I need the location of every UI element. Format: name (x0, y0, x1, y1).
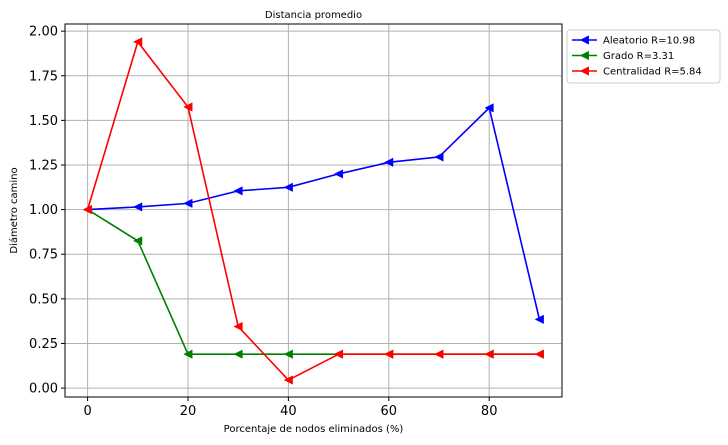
y-tick-label: 0.00 (29, 382, 58, 397)
data-point (283, 375, 293, 385)
x-tick-label: 80 (481, 404, 498, 419)
legend-marker (579, 50, 589, 61)
plot-background (65, 24, 562, 397)
series-layer (82, 37, 544, 385)
data-point (534, 314, 544, 324)
data-point (434, 152, 444, 162)
x-axis-label: Porcentaje de nodos eliminados (%) (224, 424, 404, 435)
data-point (233, 321, 243, 332)
grid (65, 24, 562, 397)
data-point (133, 202, 143, 212)
y-tick-label: 1.50 (29, 114, 58, 129)
x-axis-ticks: 0 20 40 60 80 (83, 397, 497, 419)
data-point (333, 349, 344, 359)
y-axis-label: Diámetro camino (8, 167, 20, 253)
legend-marker (579, 66, 589, 76)
data-point (183, 349, 193, 359)
data-point (484, 349, 494, 359)
series-0 (82, 103, 544, 324)
data-point (434, 349, 444, 359)
legend-marker (579, 35, 589, 45)
y-tick-label: 0.75 (29, 248, 58, 263)
data-point (82, 205, 93, 215)
y-tick-label: 0.25 (29, 337, 58, 352)
data-point (133, 236, 143, 246)
data-point (534, 349, 544, 359)
chart-title: Distancia promedio (265, 10, 362, 21)
legend-item: Grado R=3.31 (572, 50, 674, 62)
series-line (86, 41, 540, 381)
data-point (384, 349, 394, 359)
data-point (183, 102, 193, 112)
data-point (133, 37, 143, 47)
legend-label: Centralidad R=5.84 (603, 67, 702, 78)
data-point (484, 103, 494, 113)
x-tick-label: 20 (180, 404, 197, 419)
series-line (87, 107, 541, 320)
y-tick-label: 2.00 (29, 25, 58, 40)
legend-label: Grado R=3.31 (603, 51, 674, 62)
plot-frame (64, 23, 563, 398)
legend-box (566, 29, 721, 84)
y-tick-label: 0.50 (29, 292, 58, 307)
data-point (233, 349, 243, 359)
legend-item: Aleatorio R=10.98 (572, 35, 695, 47)
series-2 (82, 37, 544, 385)
legend-item: Centralidad R=5.84 (572, 66, 702, 78)
data-point (183, 198, 193, 208)
x-tick-label: 0 (83, 404, 91, 419)
y-tick-label: 1.25 (29, 158, 58, 173)
data-point (233, 186, 243, 196)
y-axis-ticks: 0.00 0.25 0.50 0.75 1.00 1.25 1.50 1.75 2.00 (29, 25, 65, 397)
x-tick-label: 60 (381, 404, 398, 419)
legend-label: Aleatorio R=10.98 (603, 36, 695, 47)
legend: Aleatorio R=10.98 Grado R=3.31 Centralidad… (566, 29, 721, 84)
data-point (283, 182, 293, 192)
data-point (333, 169, 344, 179)
y-tick-label: 1.75 (29, 69, 58, 84)
x-tick-label: 40 (280, 404, 297, 419)
data-point (283, 349, 293, 359)
y-tick-label: 1.00 (29, 203, 58, 218)
data-point (384, 157, 394, 167)
